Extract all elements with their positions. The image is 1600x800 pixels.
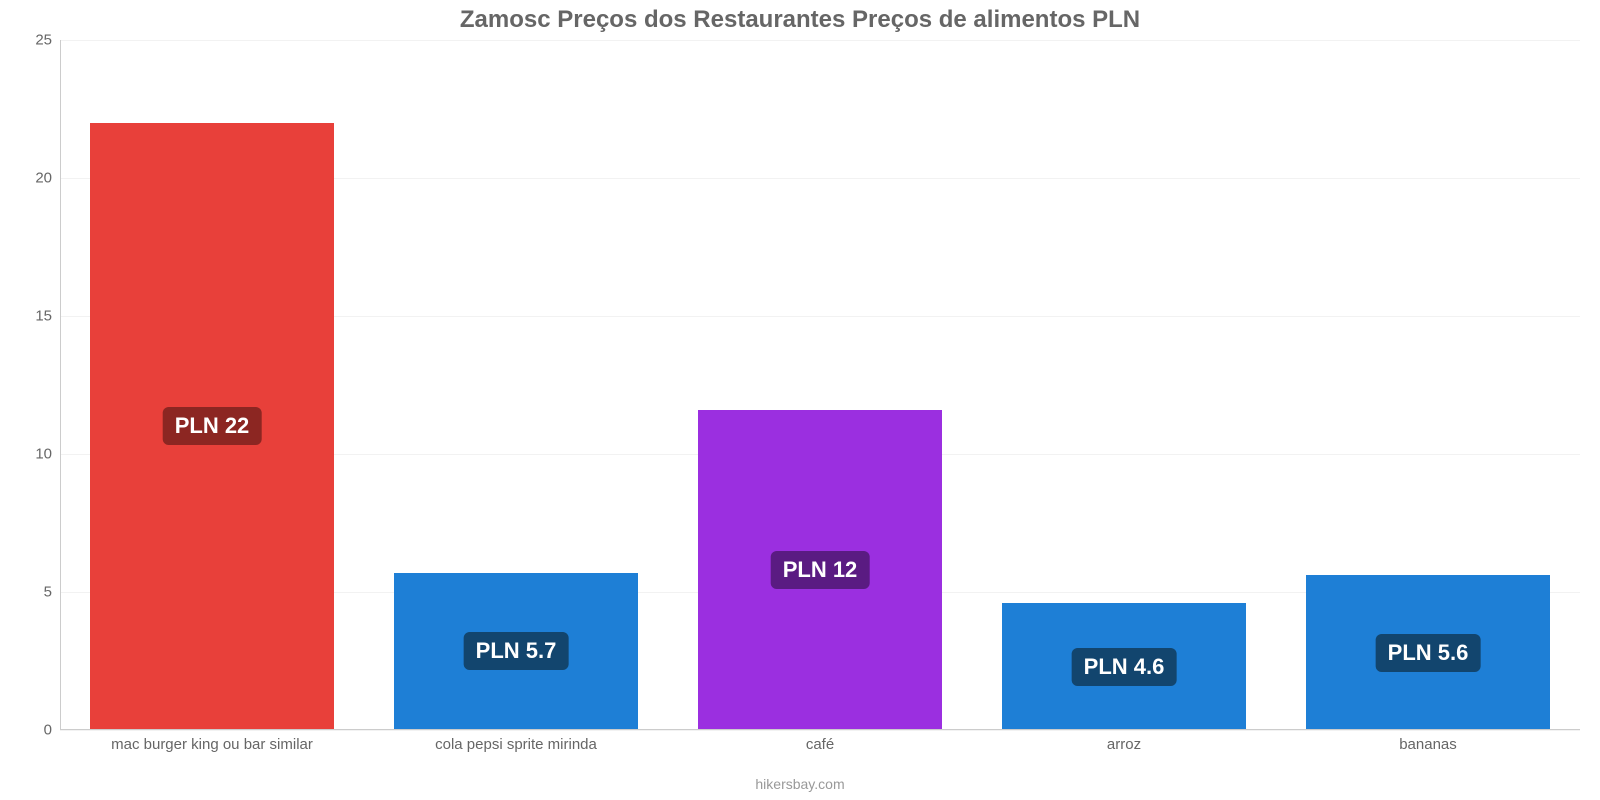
- y-tick-label: 5: [44, 584, 52, 601]
- x-axis: mac burger king ou bar similar cola pepsi…: [60, 736, 1580, 776]
- plot-area: PLN 22 PLN 5.7 PLN 12 PLN 4.6 PLN 5.6: [60, 40, 1580, 730]
- y-tick-label: 25: [35, 32, 52, 49]
- x-tick-label: café: [806, 736, 834, 753]
- x-axis-line: [60, 729, 1580, 730]
- y-tick-label: 20: [35, 170, 52, 187]
- y-tick-label: 0: [44, 722, 52, 739]
- bar-value-label: PLN 5.6: [1376, 634, 1481, 672]
- footer-credit: hikersbay.com: [0, 776, 1600, 792]
- x-tick-label: cola pepsi sprite mirinda: [435, 736, 597, 753]
- x-tick-label: bananas: [1399, 736, 1457, 753]
- chart-container: Zamosc Preços dos Restaurantes Preços de…: [0, 0, 1600, 800]
- bar-value-label: PLN 22: [163, 407, 262, 445]
- bar-value-label: PLN 4.6: [1072, 648, 1177, 686]
- x-tick-label: arroz: [1107, 736, 1141, 753]
- bar-value-label: PLN 12: [771, 551, 870, 589]
- bar-value-label: PLN 5.7: [464, 632, 569, 670]
- chart-title: Zamosc Preços dos Restaurantes Preços de…: [0, 6, 1600, 34]
- y-tick-label: 10: [35, 446, 52, 463]
- y-axis-line: [60, 40, 61, 730]
- grid-line: [60, 40, 1580, 41]
- grid-line: [60, 730, 1580, 731]
- y-tick-label: 15: [35, 308, 52, 325]
- y-axis: 0510152025: [0, 40, 60, 730]
- x-tick-label: mac burger king ou bar similar: [111, 736, 313, 753]
